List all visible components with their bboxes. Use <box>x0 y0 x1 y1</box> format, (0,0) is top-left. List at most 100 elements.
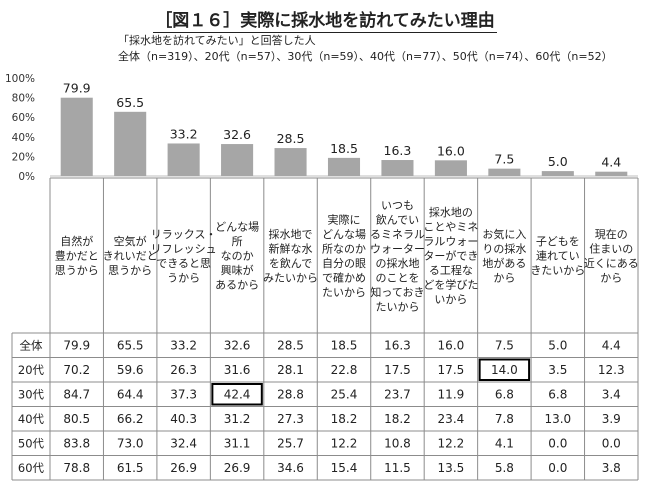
category-label-line: 興味が <box>221 263 254 277</box>
bar-value-label: 4.4 <box>601 155 621 170</box>
table-cell-value: 32.4 <box>170 436 197 450</box>
table-cell-value: 14.0 <box>491 363 518 377</box>
table-cell-value: 3.9 <box>602 412 621 426</box>
category-label: お気に入りの採水地があるから <box>482 227 526 285</box>
table-cell-value: 34.6 <box>277 461 304 475</box>
table-cell-value: 73.0 <box>117 436 144 450</box>
table-cell-value: 17.5 <box>438 363 465 377</box>
y-tick-label: 0% <box>18 171 35 183</box>
table-cell-value: 80.5 <box>63 412 90 426</box>
category-label-line: 豊かだと <box>55 250 99 263</box>
category-label-line: いから <box>434 293 467 306</box>
bar <box>167 143 200 176</box>
bar-value-label: 7.5 <box>494 152 514 167</box>
bar <box>114 111 147 176</box>
table-cell-value: 7.8 <box>495 412 514 426</box>
bar-value-label: 18.5 <box>330 141 358 156</box>
category-label-line: どを学びた <box>423 278 478 292</box>
category-label-line: お気に入 <box>482 227 526 241</box>
category-label-line: ラルウォー <box>423 235 478 248</box>
y-tick-label: 20% <box>12 151 35 163</box>
category-label-line: から <box>600 271 622 284</box>
y-tick-label: 80% <box>12 93 35 105</box>
table-cell-value: 3.8 <box>602 461 621 475</box>
table-cell-value: 42.4 <box>224 387 251 401</box>
bar <box>488 168 521 176</box>
bar <box>60 97 93 176</box>
bar-value-label: 16.3 <box>384 143 412 158</box>
category-label: 実際にどんな場所なのか自分の眼で確かめたいから <box>322 212 366 299</box>
table-cell-value: 4.4 <box>602 338 621 352</box>
category-label-line: の採水地 <box>375 256 419 270</box>
bar <box>221 144 254 176</box>
table-cell-value: 37.3 <box>170 387 197 401</box>
table-cell-value: 84.7 <box>63 387 90 401</box>
category-label-line: 住まいの <box>589 241 633 255</box>
table-cell-value: 65.5 <box>117 338 144 352</box>
table-cell-value: 27.3 <box>277 412 304 426</box>
chart-title: ［図１６］実際に採水地を訪れてみたい理由 <box>153 11 497 33</box>
bar-value-label: 16.0 <box>437 143 465 158</box>
category-label-line: どんな場 <box>215 221 259 234</box>
table-cell-value: 33.2 <box>170 338 197 352</box>
table-cell-value: 59.6 <box>117 363 144 377</box>
category-label-line: 連れてい <box>536 249 580 263</box>
table-cell-value: 3.5 <box>548 363 567 377</box>
category-label-line: ことやミネ <box>423 221 478 234</box>
category-label-line: ウォーター <box>370 242 425 255</box>
table-cell-value: 28.5 <box>277 338 304 352</box>
table-cell-value: 70.2 <box>63 363 90 377</box>
category-label-line: みたいから <box>263 271 318 284</box>
table-cell-value: 18.2 <box>331 412 358 426</box>
category-label-line: りの採水 <box>482 241 526 255</box>
table-cell-value: 31.6 <box>224 363 251 377</box>
category-label-line: たいから <box>375 300 419 313</box>
table-row-label: 全体 <box>20 338 43 352</box>
table-cell-value: 12.2 <box>331 436 358 450</box>
table-cell-value: 16.0 <box>438 338 465 352</box>
highlight-box <box>478 358 531 381</box>
bar-value-label: 28.5 <box>277 131 305 146</box>
table-cell-value: 25.7 <box>277 436 304 450</box>
bar <box>274 148 307 176</box>
category-label-line: 知っておき <box>370 285 424 299</box>
table-cell-value: 13.5 <box>438 461 465 475</box>
table-cell-value: 13.0 <box>544 412 571 426</box>
table-cell-value: 18.5 <box>331 338 358 352</box>
category-label-line: 空気が <box>114 234 147 248</box>
table-row-label: 60代 <box>18 461 45 475</box>
category-label: 採水地で新鮮な水を飲んでみたいから <box>263 227 318 285</box>
table-cell-value: 15.4 <box>331 461 358 475</box>
bar-value-label: 5.0 <box>548 154 568 169</box>
category-label: どんな場所なのか興味があるから <box>215 221 259 292</box>
table-cell-value: 23.4 <box>438 412 465 426</box>
category-label: 現在の住まいの近くにあるから <box>584 228 639 285</box>
chart-subtitle: 「採水地を訪れてみたい」と回答した人 <box>118 34 316 47</box>
category-label-line: のことを <box>375 271 419 284</box>
category-label-line: 実際に <box>328 212 361 226</box>
table-cell-value: 26.9 <box>170 461 197 475</box>
category-label-line: で確かめ <box>322 270 366 284</box>
category-label-line: 所 <box>232 235 243 248</box>
category-label-line: 採水地で <box>269 227 313 241</box>
table-cell-value: 11.5 <box>384 461 411 475</box>
bar <box>327 157 361 176</box>
category-label-line: あるから <box>215 279 259 292</box>
category-label-line: 所なのか <box>322 242 366 255</box>
table-row-label: 20代 <box>18 363 45 377</box>
category-label: リラックス・リフレッシュできると思うから <box>151 228 217 285</box>
category-label-line: たいから <box>322 286 366 299</box>
category-label-line: できると思 <box>156 257 211 270</box>
category-label-line: 自分の眼 <box>322 257 366 270</box>
table-cell-value: 12.2 <box>438 436 465 450</box>
table-cell-value: 11.9 <box>438 387 465 401</box>
table-cell-value: 16.3 <box>384 338 411 352</box>
category-label-line: ターができ <box>423 249 478 263</box>
table-cell-value: 6.8 <box>548 387 567 401</box>
table-cell-value: 26.3 <box>170 363 197 377</box>
table-cell-value: 6.8 <box>495 387 514 401</box>
category-label-line: 近くにある <box>584 257 639 270</box>
bar <box>381 160 414 176</box>
category-label: いつも飲んでいるミネラルウォーターの採水地のことを知っておきたいから <box>370 199 425 314</box>
category-label-line: 自然が <box>60 234 93 248</box>
